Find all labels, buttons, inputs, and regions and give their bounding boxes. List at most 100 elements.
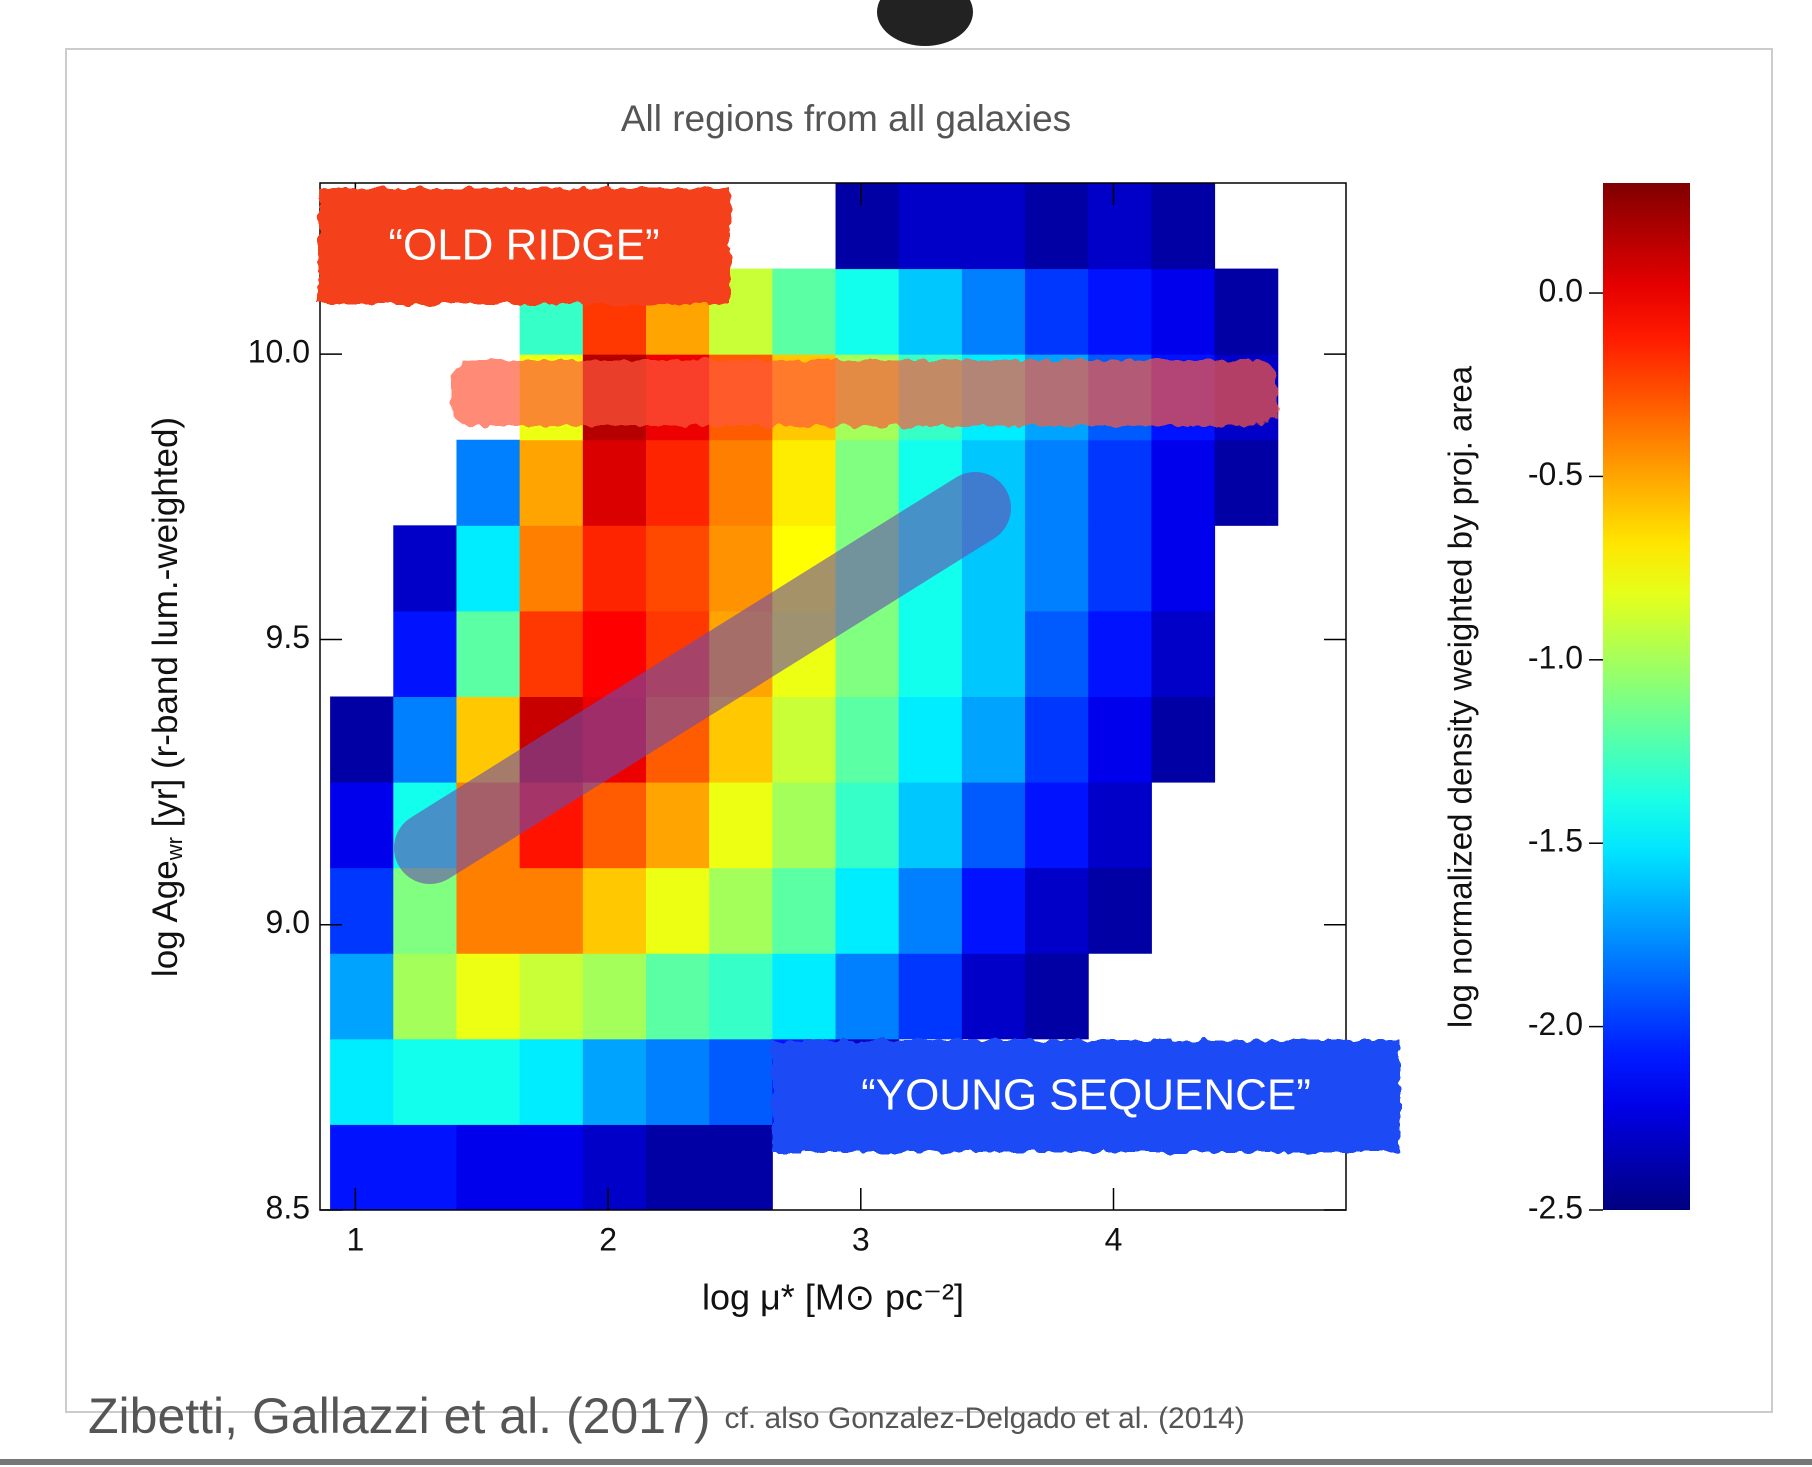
heatmap-cell xyxy=(456,610,521,697)
heatmap-cell xyxy=(961,183,1026,270)
heatmap-cell xyxy=(961,782,1026,869)
heatmap-cell xyxy=(519,525,584,612)
heatmap-cell xyxy=(645,439,710,526)
heatmap-cell xyxy=(1025,953,1089,1040)
heatmap-cell xyxy=(709,525,773,612)
citation-note: cf. also Gonzalez-Delgado et al. (2014) xyxy=(725,1402,1245,1435)
heatmap-cell xyxy=(1025,782,1089,869)
heatmap-cell xyxy=(1088,183,1152,270)
heatmap-cell xyxy=(393,1124,457,1211)
annotation-box xyxy=(318,188,730,304)
heatmap-cell xyxy=(961,268,1026,355)
heatmap-cell xyxy=(1151,439,1216,526)
heatmap-cell xyxy=(519,610,584,697)
heatmap-cell xyxy=(1025,525,1089,612)
heatmap-cell xyxy=(1025,696,1089,783)
y-axis-label: log Agewr [yr] (r-band lum.-weighted) xyxy=(146,417,187,977)
heatmap-cell xyxy=(709,953,773,1040)
heatmap-cell xyxy=(1151,268,1216,355)
heatmap-cell xyxy=(898,782,963,869)
heatmap-cell xyxy=(582,1124,647,1211)
heatmap-cell xyxy=(519,1124,584,1211)
heatmap-cell xyxy=(1151,525,1216,612)
y-label-sub: wr xyxy=(162,837,187,861)
y-tick-label: 8.5 xyxy=(266,1189,310,1225)
heatmap-cell xyxy=(393,953,457,1040)
pin xyxy=(877,0,973,46)
heatmap-cell xyxy=(393,1038,457,1125)
heatmap-cell xyxy=(1088,782,1152,869)
heatmap-cell xyxy=(393,610,457,697)
annotation-box xyxy=(772,1040,1400,1152)
heatmap-cell xyxy=(709,1124,773,1211)
heatmap-cell xyxy=(961,696,1026,783)
heatmap-cell xyxy=(1214,439,1279,526)
plot-frame xyxy=(319,182,1347,1211)
heatmap-cell xyxy=(709,696,773,783)
heatmap-cell xyxy=(1025,610,1089,697)
heatmap-cell xyxy=(898,867,963,954)
heatmap-cell xyxy=(582,439,647,526)
heatmap-cell xyxy=(1151,610,1216,697)
colorbar-tick-label: -1.0 xyxy=(1528,639,1583,675)
heatmap-cell xyxy=(456,1124,521,1211)
heatmap-cell xyxy=(1088,610,1152,697)
heatmap-cell xyxy=(582,525,647,612)
heatmap-cell xyxy=(835,867,900,954)
heatmap-cell xyxy=(961,610,1026,697)
heatmap-cell xyxy=(772,439,837,526)
heatmap-cell xyxy=(1088,268,1152,355)
heatmap-cell xyxy=(456,1038,521,1125)
heatmap-cell xyxy=(330,696,394,783)
footer: Zibetti, Gallazzi et al. (2017) cf. also … xyxy=(88,1388,1245,1444)
x-tick-label: 1 xyxy=(346,1221,364,1257)
heatmap-cell xyxy=(835,439,900,526)
heatmap-cell xyxy=(645,953,710,1040)
heatmap-cell xyxy=(709,867,773,954)
heatmap-cell xyxy=(772,867,837,954)
heatmap-cell xyxy=(582,1038,647,1125)
heatmap-cell xyxy=(519,867,584,954)
heatmap-cell xyxy=(519,1038,584,1125)
heatmap-cell xyxy=(835,268,900,355)
heatmap-cell xyxy=(330,1124,394,1211)
heatmap-cell xyxy=(330,782,394,869)
heatmap-cell xyxy=(1025,867,1089,954)
heatmap-cell xyxy=(456,525,521,612)
colorbar-tick-label: 0.0 xyxy=(1539,272,1583,308)
heatmap-cell xyxy=(1088,439,1152,526)
old-ridge-band xyxy=(451,360,1277,426)
heatmap-cell xyxy=(645,867,710,954)
plot-area: 1 2 3 4 8.5 9.0 9.5 10.0 xyxy=(248,182,1347,1257)
colorbar-tick-label: -2.5 xyxy=(1528,1189,1583,1225)
heatmap-cell xyxy=(582,953,647,1040)
heatmap-cell xyxy=(772,782,837,869)
y-label-main: log Age xyxy=(146,860,185,977)
old-ridge-box: “OLD RIDGE” xyxy=(318,188,730,304)
heatmap-cell xyxy=(898,183,963,270)
heatmap-cell xyxy=(456,867,521,954)
colorbar-label: log normalized density weighted by proj.… xyxy=(1442,365,1479,1028)
heatmap-cell xyxy=(456,439,521,526)
heatmap-cell xyxy=(835,953,900,1040)
heatmap-cell xyxy=(519,439,584,526)
heatmap-cell xyxy=(835,183,900,270)
y-tick-label: 10.0 xyxy=(248,334,310,370)
heatmap-cell xyxy=(645,1038,710,1125)
young-sequence-box: “YOUNG SEQUENCE” xyxy=(772,1040,1400,1152)
annotation: “OLD RIDGE” xyxy=(388,221,659,270)
heatmap-cell xyxy=(1151,696,1216,783)
x-axis-label: log μ* [M⊙ pc⁻²] xyxy=(702,1277,964,1318)
heatmap-cell xyxy=(645,782,710,869)
heatmap-cell xyxy=(898,610,963,697)
x-tick-label: 3 xyxy=(852,1221,870,1257)
heatmap-cell xyxy=(772,953,837,1040)
heatmap-cell xyxy=(709,1038,773,1125)
heatmap-cell xyxy=(393,525,457,612)
heatmap-cell xyxy=(456,953,521,1040)
heatmap-cell xyxy=(898,268,963,355)
heatmap-cell xyxy=(519,953,584,1040)
colorbar-tick-label: -2.0 xyxy=(1528,1006,1583,1042)
